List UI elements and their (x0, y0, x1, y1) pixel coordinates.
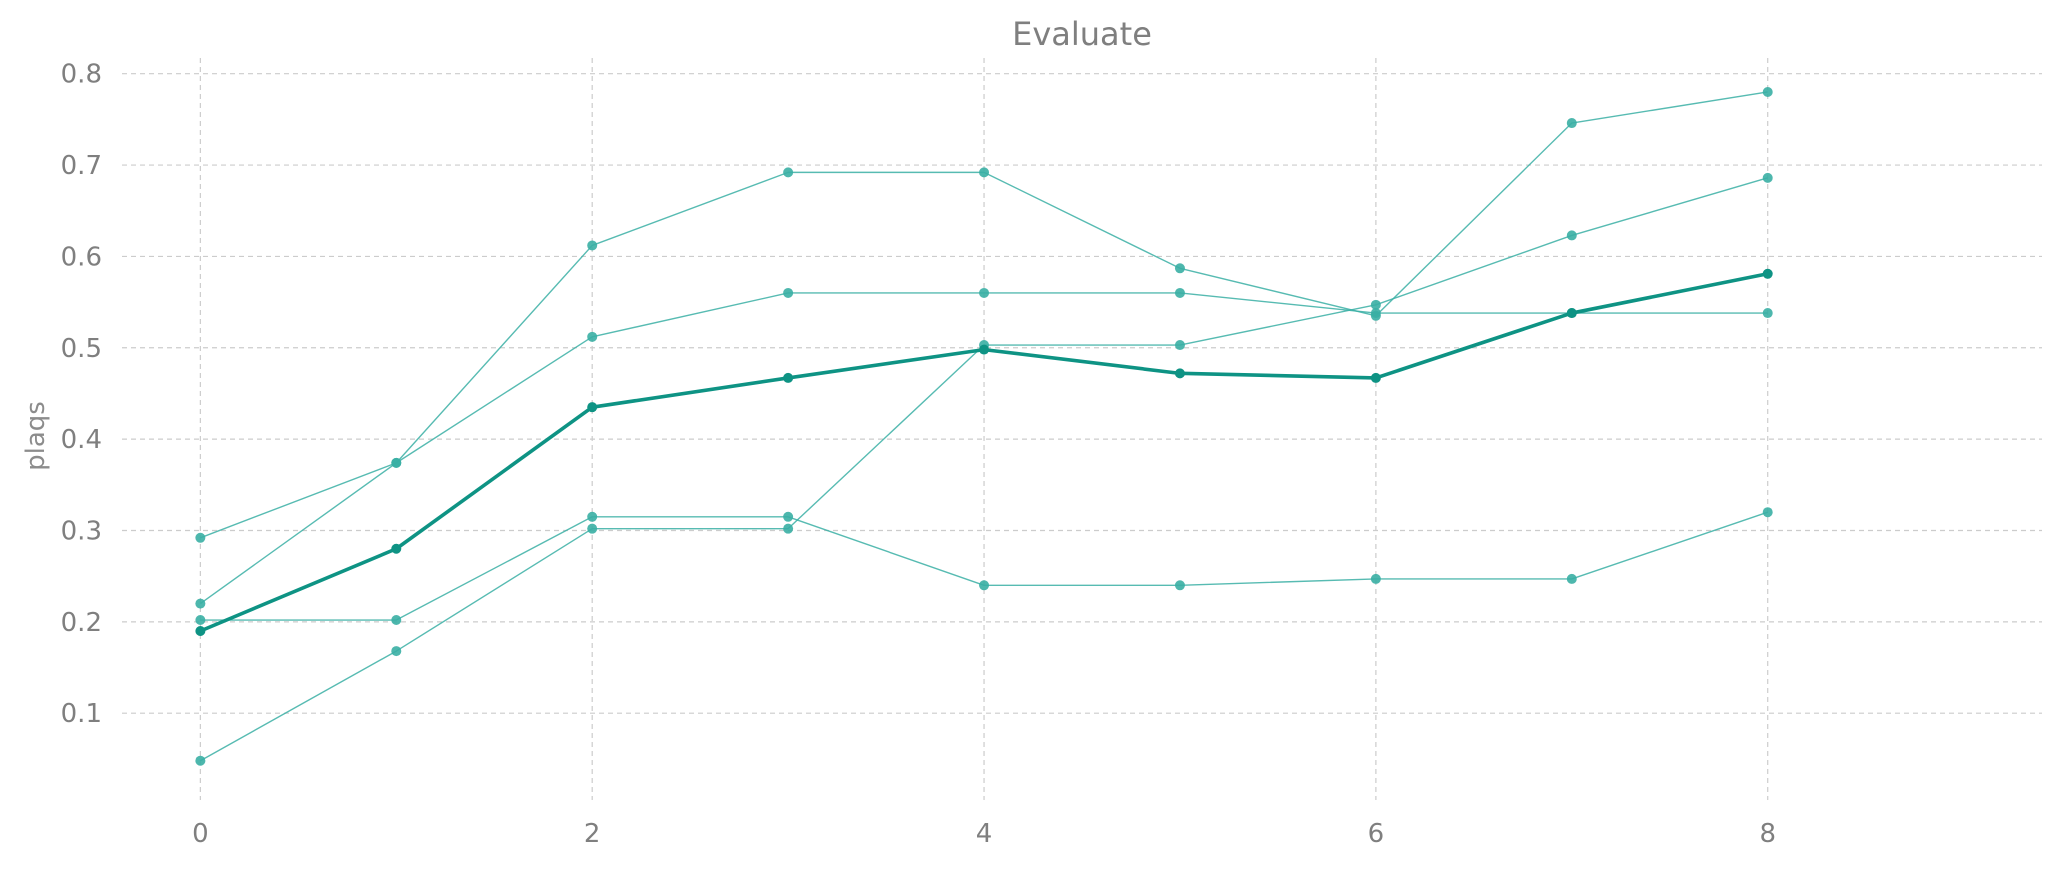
data-point (1762, 308, 1773, 319)
series-line (195, 172, 1773, 766)
data-point (979, 167, 990, 178)
data-point (1174, 580, 1185, 591)
data-point (1762, 172, 1773, 183)
data-point (195, 615, 206, 626)
data-point (195, 755, 206, 766)
data-point (1174, 340, 1185, 351)
data-point (1566, 230, 1577, 241)
x-tick-label: 4 (976, 819, 993, 849)
data-point (587, 331, 598, 342)
series-line (195, 86, 1773, 543)
data-point (783, 511, 794, 522)
data-point (195, 598, 206, 609)
data-point (783, 523, 794, 534)
data-point (1370, 299, 1381, 310)
data-point (587, 511, 598, 522)
data-point (1174, 368, 1185, 379)
grid (122, 58, 2042, 800)
data-point (1566, 573, 1577, 584)
data-point (587, 402, 598, 413)
mean-line-path (199, 272, 1769, 633)
series-line (195, 507, 1773, 626)
data-point (391, 615, 402, 626)
data-point (391, 543, 402, 554)
series-line (195, 287, 1773, 609)
data-point (587, 523, 598, 534)
y-tick-label: 0.5 (61, 334, 102, 364)
y-tick-label: 0.1 (61, 699, 102, 729)
tick-labels: 0.1 0.2 0.3 0.4 0.5 0.6 0.7 0.8 0 2 4 6 8 (61, 60, 1776, 849)
data-point (391, 646, 402, 657)
data-point (783, 372, 794, 383)
data-point (979, 344, 990, 355)
series-mean (195, 268, 1773, 636)
data-point (1762, 507, 1773, 518)
x-tick-label: 6 (1368, 819, 1385, 849)
data-point (1762, 268, 1773, 279)
y-tick-label: 0.4 (61, 425, 102, 455)
x-tick-label: 8 (1759, 819, 1776, 849)
data-point (1566, 118, 1577, 129)
series (195, 86, 1773, 766)
data-point (979, 580, 990, 591)
x-tick-label: 2 (584, 819, 601, 849)
data-point (1762, 86, 1773, 97)
data-point (1370, 573, 1381, 584)
y-tick-label: 0.8 (61, 60, 102, 90)
data-point (587, 240, 598, 251)
data-point (195, 532, 206, 543)
y-tick-label: 0.3 (61, 516, 102, 546)
y-axis-label: plaqs (21, 401, 51, 471)
data-point (391, 457, 402, 468)
data-point (1174, 287, 1185, 298)
data-point (1370, 308, 1381, 319)
data-point (783, 167, 794, 178)
x-tick-label: 0 (192, 819, 209, 849)
data-point (195, 625, 206, 636)
data-point (979, 287, 990, 298)
data-point (1370, 372, 1381, 383)
data-point (783, 287, 794, 298)
chart-title: Evaluate (1012, 15, 1152, 53)
y-tick-label: 0.6 (61, 242, 102, 272)
data-point (1566, 308, 1577, 319)
y-tick-label: 0.7 (61, 151, 102, 181)
y-tick-label: 0.2 (61, 608, 102, 638)
data-point (1174, 263, 1185, 274)
